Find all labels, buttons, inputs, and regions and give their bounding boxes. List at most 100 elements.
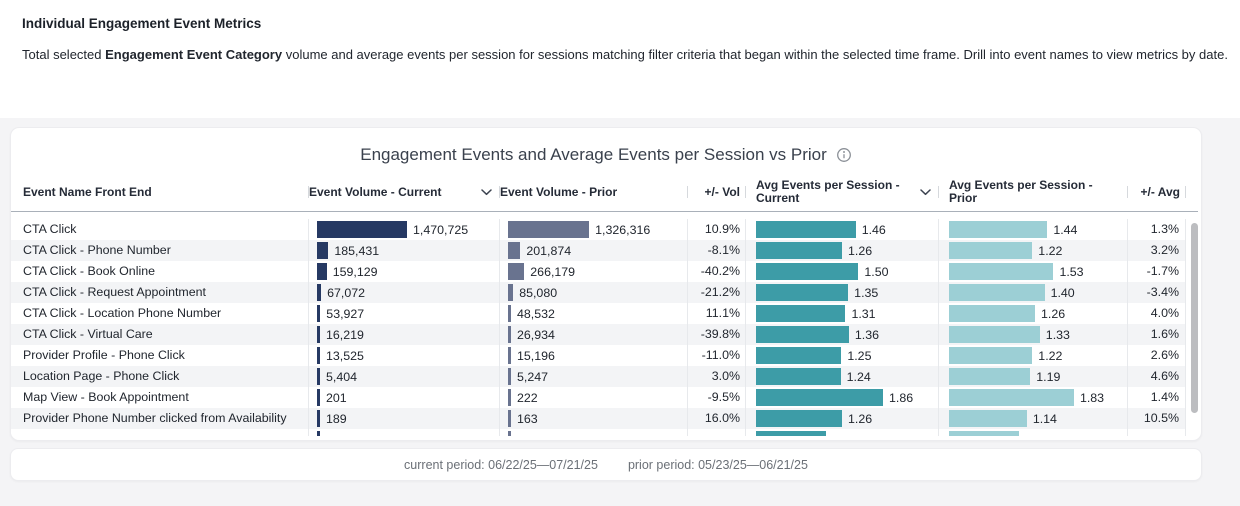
volume-current-cell: 159,129 <box>309 261 500 282</box>
avg-prior-bar <box>949 431 1019 436</box>
volume-current-bar <box>317 431 320 436</box>
avg-current-cell: 1.26 <box>746 408 939 429</box>
scrollbar-thumb[interactable] <box>1191 223 1198 413</box>
volume-prior-value: 222 <box>517 390 538 405</box>
avg-current-cell: 1.26 <box>746 240 939 261</box>
volume-current-cell: 185,431 <box>309 240 500 261</box>
table-row[interactable]: CTA Click - Request Appointment 67,072 85,… <box>11 282 1186 303</box>
avg-current-bar <box>756 242 843 259</box>
chevron-down-icon[interactable] <box>481 188 492 196</box>
avg-prior-value: 1.83 <box>1079 390 1105 405</box>
table-row[interactable]: Provider Phone Number clicked from Avail… <box>11 408 1186 429</box>
volume-prior-bar <box>508 221 590 238</box>
column-header-avg-current[interactable]: Avg Events per Session - Current <box>746 179 939 205</box>
volume-prior-cell: 85,080 <box>500 282 688 303</box>
volume-current-cell: 53,927 <box>309 303 500 324</box>
avg-delta-cell: 3.2% <box>1128 240 1186 261</box>
avg-current-cell: 1.50 <box>746 261 939 282</box>
subtitle-text: Total selected <box>22 47 106 62</box>
avg-current-bar <box>756 305 846 322</box>
column-header-volume-current[interactable]: Event Volume - Current <box>309 179 500 205</box>
volume-prior-bar <box>508 410 511 427</box>
event-name-cell[interactable]: CTA Click - Virtual Care <box>11 324 309 345</box>
table-row[interactable]: Provider Profile - Phone Click 13,525 15,1… <box>11 345 1186 366</box>
event-name-cell[interactable]: Provider Phone Number clicked from Avail… <box>11 408 309 429</box>
avg-prior-value: 1.40 <box>1050 285 1075 300</box>
volume-delta-cell: -11.0% <box>688 345 746 366</box>
avg-prior-cell <box>939 429 1128 436</box>
volume-prior-bar <box>508 326 511 343</box>
column-header-avg-prior[interactable]: Avg Events per Session - Prior <box>939 179 1128 205</box>
avg-delta-cell: -3.4% <box>1128 282 1186 303</box>
avg-prior-value: 1.19 <box>1036 369 1061 384</box>
volume-prior-value: 48,532 <box>517 306 555 321</box>
event-name-cell[interactable]: Map View - Book Appointment <box>11 387 309 408</box>
table-row[interactable]: CTA Click - Phone Number 185,431 201,874 -8… <box>11 240 1186 261</box>
avg-delta-cell <box>1128 429 1186 436</box>
event-name-cell[interactable]: CTA Click <box>11 219 309 240</box>
table-row[interactable]: Location Page - Phone Click 5,404 5,247 3.0… <box>11 366 1186 387</box>
table-row[interactable]: CTA Click 1,470,725 1,326,316 10.9% 1.46 1.44… <box>11 219 1186 240</box>
avg-prior-value: 1.53 <box>1059 264 1084 279</box>
avg-prior-value: 1.26 <box>1041 306 1066 321</box>
table-row-clipped[interactable] <box>11 429 1186 436</box>
volume-current-cell: 201 <box>309 387 500 408</box>
avg-current-value: 1.25 <box>847 348 872 363</box>
table-row[interactable]: CTA Click - Virtual Care 16,219 26,934 -39.… <box>11 324 1186 345</box>
card-title-row: Engagement Events and Average Events per… <box>11 142 1201 168</box>
volume-current-bar <box>317 347 320 364</box>
volume-current-value: 159,129 <box>332 264 378 279</box>
volume-current-bar <box>317 305 321 322</box>
avg-prior-cell: 1.33 <box>939 324 1128 345</box>
avg-delta-cell: 1.3% <box>1128 219 1186 240</box>
volume-current-bar <box>317 368 320 385</box>
volume-prior-cell: 26,934 <box>500 324 688 345</box>
avg-current-bar <box>756 368 841 385</box>
event-name-cell[interactable]: Provider Profile - Phone Click <box>11 345 309 366</box>
avg-prior-cell: 1.40 <box>939 282 1128 303</box>
avg-prior-bar <box>949 368 1031 385</box>
chevron-down-icon[interactable] <box>920 188 931 196</box>
column-header-vol-delta[interactable]: +/- Vol <box>688 179 746 205</box>
volume-current-bar <box>317 221 407 238</box>
avg-current-bar <box>756 221 856 238</box>
avg-prior-cell: 1.19 <box>939 366 1128 387</box>
avg-prior-cell: 1.22 <box>939 240 1128 261</box>
event-name-cell[interactable]: CTA Click - Phone Number <box>11 240 309 261</box>
avg-prior-cell: 1.26 <box>939 303 1128 324</box>
prior-period-label: prior period: 05/23/25—06/21/25 <box>627 457 808 472</box>
volume-prior-cell: 163 <box>500 408 688 429</box>
avg-current-value: 1.50 <box>864 264 889 279</box>
volume-prior-bar <box>508 431 511 436</box>
event-name-cell[interactable]: Location Page - Phone Click <box>11 366 309 387</box>
column-header-event-name[interactable]: Event Name Front End <box>11 179 309 205</box>
avg-current-value: 1.86 <box>889 390 914 405</box>
volume-prior-value: 85,080 <box>519 285 558 300</box>
column-header-volume-prior[interactable]: Event Volume - Prior <box>500 179 688 205</box>
avg-current-bar <box>756 347 842 364</box>
event-name-cell[interactable]: CTA Click - Request Appointment <box>11 282 309 303</box>
volume-current-cell: 16,219 <box>309 324 500 345</box>
volume-delta-cell: -39.8% <box>688 324 746 345</box>
volume-current-cell: 13,525 <box>309 345 500 366</box>
avg-delta-cell: 4.6% <box>1128 366 1186 387</box>
page-title: Individual Engagement Event Metrics <box>22 16 262 31</box>
table-row[interactable]: Map View - Book Appointment 201 222 -9.5% 1.… <box>11 387 1186 408</box>
table-row[interactable]: CTA Click - Location Phone Number 53,927 4… <box>11 303 1186 324</box>
event-name-cell <box>11 429 309 436</box>
avg-prior-cell: 1.53 <box>939 261 1128 282</box>
avg-delta-cell: 1.4% <box>1128 387 1186 408</box>
info-icon[interactable] <box>836 147 852 163</box>
volume-delta-cell: -40.2% <box>688 261 746 282</box>
avg-current-value: 1.35 <box>854 285 879 300</box>
avg-delta-cell: -1.7% <box>1128 261 1186 282</box>
avg-current-bar <box>756 431 826 436</box>
event-name-cell[interactable]: CTA Click - Book Online <box>11 261 309 282</box>
table-row[interactable]: CTA Click - Book Online 159,129 266,179 -40… <box>11 261 1186 282</box>
event-name-cell[interactable]: CTA Click - Location Phone Number <box>11 303 309 324</box>
column-header-avg-delta[interactable]: +/- Avg <box>1128 179 1186 205</box>
table-scrollbar[interactable] <box>1190 219 1199 436</box>
volume-current-cell: 67,072 <box>309 282 500 303</box>
avg-current-cell: 1.35 <box>746 282 939 303</box>
avg-prior-cell: 1.22 <box>939 345 1128 366</box>
